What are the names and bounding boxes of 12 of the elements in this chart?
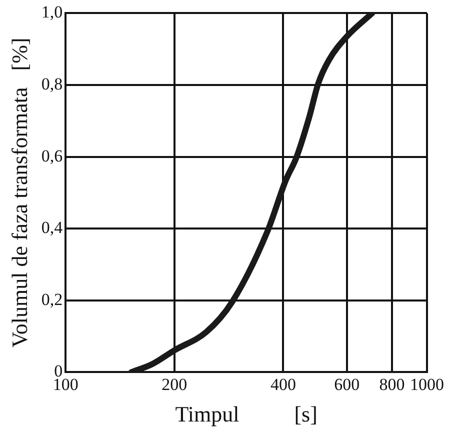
x-tick-label: 400 (270, 374, 296, 394)
y-axis-title: Volumul de faza transformata [%] (6, 38, 32, 348)
x-tick-label: 1000 (410, 374, 444, 394)
x-tick-label: 600 (334, 374, 360, 394)
y-tick-label: 1,0 (41, 2, 63, 22)
y-tick-label: 0,6 (41, 146, 63, 166)
x-tick-label: 200 (162, 374, 188, 394)
x-tick-label: 800 (379, 374, 405, 394)
y-tick-label: 0,2 (41, 290, 63, 309)
y-tick-label: 0,4 (41, 218, 64, 238)
y-tick-label: 0,8 (41, 74, 63, 94)
x-axis-title: Timpul [s] (175, 402, 318, 427)
